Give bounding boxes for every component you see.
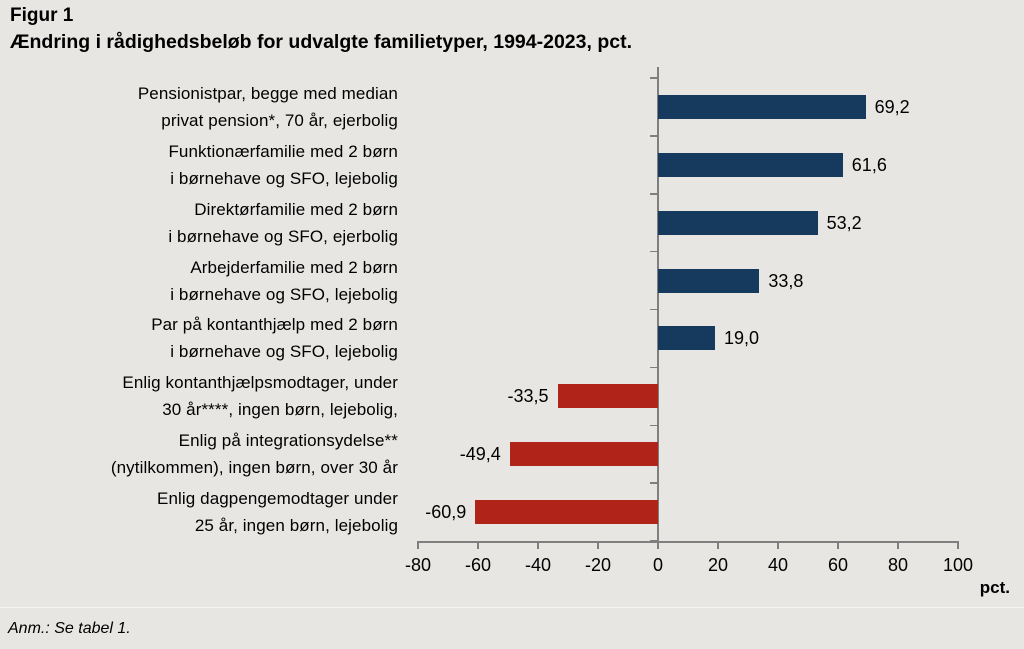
x-tick-label: 20: [707, 555, 729, 575]
bar: [509, 442, 658, 467]
x-tick-label: -20: [584, 555, 611, 575]
category-label: Enlig på integrationsydelse** (nytilkomme…: [6, 427, 398, 481]
bar: [658, 94, 866, 119]
bar: [658, 326, 715, 351]
bar: [475, 500, 658, 525]
x-tick-label: 100: [942, 555, 974, 575]
category-label-line: Direktørfamilie med 2 børn: [194, 199, 398, 219]
x-tick: [957, 541, 959, 549]
note-divider: [0, 607, 1024, 608]
x-tick-label: -40: [524, 555, 551, 575]
figure-note: Anm.: Se tabel 1.: [8, 620, 131, 637]
bar: [557, 384, 658, 409]
bar: [658, 152, 843, 177]
category-label-line: privat pension*, 70 år, ejerbolig: [161, 110, 398, 130]
category-tick: [650, 482, 657, 484]
x-tick-label: -80: [404, 555, 431, 575]
x-tick-label: 40: [767, 555, 789, 575]
x-tick: [417, 541, 419, 549]
value-label: -60,9: [425, 502, 467, 523]
category-label: Funktionærfamilie med 2 børn i børnehave …: [6, 138, 398, 192]
category-label-line: i børnehave og SFO, lejebolig: [170, 284, 398, 304]
category-label-line: (nytilkommen), ingen børn, over 30 år: [110, 458, 398, 478]
category-tick: [650, 424, 657, 426]
x-tick: [897, 541, 899, 549]
category-label-line: i børnehave og SFO, ejerbolig: [168, 226, 398, 246]
x-tick-label: -60: [464, 555, 491, 575]
figure-title: Ændring i rådighedsbeløb for udvalgte fa…: [10, 31, 632, 53]
category-label-line: Par på kontanthjælp med 2 børn: [151, 315, 398, 335]
category-tick: [650, 77, 657, 79]
category-label: Enlig dagpengemodtager under 25 år, ingen…: [6, 485, 398, 539]
category-tick: [650, 193, 657, 195]
category-label: Arbejderfamilie med 2 børn i børnehave og…: [6, 254, 398, 308]
bar: [658, 268, 760, 293]
category-label-line: i børnehave og SFO, lejebolig: [170, 168, 398, 188]
x-axis-line: [417, 541, 959, 543]
x-tick: [777, 541, 779, 549]
category-label-line: 30 år****, ingen børn, lejebolig,: [162, 400, 398, 420]
category-label: Direktørfamilie med 2 børn i børnehave og…: [6, 196, 398, 250]
category-label: Par på kontanthjælp med 2 børn i børnehav…: [6, 311, 398, 365]
x-tick: [537, 541, 539, 549]
category-label-line: 25 år, ingen børn, lejebolig: [194, 516, 398, 536]
zero-baseline: [657, 67, 659, 549]
category-label: Pensionistpar, begge med median privat pe…: [6, 80, 398, 134]
category-label-line: Enlig dagpengemodtager under: [157, 489, 398, 509]
value-label: 19,0: [724, 328, 760, 349]
category-label-line: Enlig kontanthjælpsmodtager, under: [122, 373, 398, 393]
bar: [658, 210, 818, 235]
x-tick-label: 0: [652, 555, 663, 575]
value-label: 61,6: [851, 154, 887, 175]
category-tick: [650, 366, 657, 369]
category-tick: [650, 540, 657, 542]
category-label-line: Pensionistpar, begge med median: [137, 83, 398, 103]
value-label: -49,4: [459, 444, 501, 465]
x-tick: [477, 541, 479, 549]
category-label: Enlig kontanthjælpsmodtager, under 30 år*…: [6, 369, 398, 423]
x-tick: [837, 541, 839, 549]
value-label: 53,2: [826, 212, 862, 233]
axis-unit-label: pct.: [979, 578, 1010, 597]
category-label-line: Funktionærfamilie med 2 børn: [168, 141, 398, 161]
x-tick: [597, 541, 599, 549]
category-tick: [650, 308, 657, 311]
category-label-line: Arbejderfamilie med 2 børn: [190, 257, 398, 277]
x-tick-label: 60: [827, 555, 849, 575]
value-label: -33,5: [507, 386, 549, 407]
value-label: 69,2: [874, 96, 910, 117]
category-tick: [650, 250, 657, 253]
category-label-line: i børnehave og SFO, lejebolig: [170, 342, 398, 362]
figure-label: Figur 1: [10, 5, 74, 26]
category-tick: [650, 135, 657, 137]
x-tick-label: 80: [887, 555, 909, 575]
value-label: 33,8: [768, 270, 804, 291]
x-tick: [717, 541, 719, 549]
category-label-line: Enlig på integrationsydelse**: [178, 431, 398, 451]
